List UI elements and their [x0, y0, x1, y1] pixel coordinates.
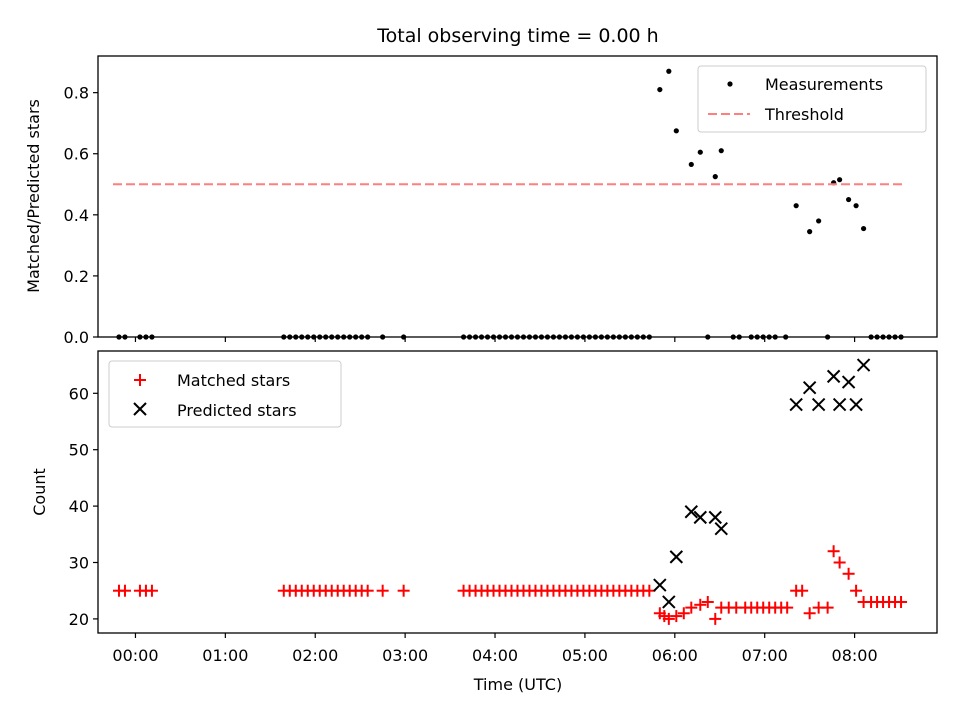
legend-predicted-label: Predicted stars	[177, 401, 297, 420]
predicted-star-point	[669, 550, 684, 564]
top-x-ticks	[134, 337, 856, 342]
measurement-point	[673, 128, 679, 134]
bottom-legend-box	[108, 360, 342, 428]
measurement-point	[688, 161, 694, 168]
chart-title: Total observing time = 0.00 h	[376, 25, 658, 47]
matched-star-point	[803, 607, 816, 620]
x-tick-label: 06:00	[652, 646, 698, 665]
top-y-tick-label: 0.6	[64, 145, 89, 164]
bottom-y-tick-label: 50	[69, 441, 89, 460]
top-marks	[112, 68, 904, 340]
bottom-x-ticks: 00:00 01:00 02:00 03:00 04:00 05:00 06:00 07:00…	[112, 633, 878, 665]
legend-measurements-label: Measurements	[765, 75, 883, 94]
top-y-tick-label: 0.4	[64, 206, 89, 225]
x-tick-label: 07:00	[742, 646, 788, 665]
top-y-axis-label: Matched/Predicted stars	[24, 99, 43, 293]
measurement-point	[853, 203, 859, 209]
matched-star-point	[850, 584, 863, 597]
matched-star-point	[895, 595, 908, 608]
matched-star-point	[833, 556, 846, 569]
matched-star-point	[701, 595, 714, 608]
top-legend-box	[697, 65, 927, 133]
predicted-star-point	[826, 369, 841, 384]
predicted-star-point	[653, 578, 667, 592]
measurement-point	[816, 218, 822, 224]
measurement-point	[657, 86, 663, 93]
matched-star-point	[842, 567, 855, 580]
legend-threshold-label: Threshold	[764, 105, 844, 124]
x-tick-label: 04:00	[472, 646, 518, 665]
predicted-star-point	[693, 510, 707, 525]
predicted-star-point	[789, 397, 803, 412]
matched-star-point	[685, 601, 698, 614]
matched-star-point	[677, 607, 690, 620]
top-y-tick-label: 0.2	[64, 267, 89, 286]
matched-star-point	[827, 545, 840, 558]
predicted-star-point	[662, 595, 676, 609]
x-axis-label: Time (UTC)	[473, 675, 562, 694]
bottom-y-tick-label: 20	[69, 610, 89, 629]
x-tick-label: 03:00	[382, 646, 428, 665]
legend-measurements-marker	[727, 81, 733, 87]
matched-star-point	[796, 584, 809, 597]
matched-star-point	[670, 610, 683, 623]
matched-star-point	[709, 612, 722, 625]
top-y-ticks: 0.0 0.2 0.4 0.6 0.8	[64, 84, 98, 347]
measurement-point	[860, 225, 867, 232]
measurement-point	[666, 68, 672, 74]
matched-star-point	[781, 601, 794, 614]
bottom-y-tick-label: 40	[69, 497, 89, 516]
bottom-panel: 20 30 40 50 60 00:00 01:00 02:00 03:00 04:00 05:0…	[30, 350, 938, 694]
bottom-axes-frame	[97, 350, 938, 634]
bottom-y-ticks: 20 30 40 50 60	[69, 384, 98, 629]
matched-star-point	[145, 584, 158, 597]
predicted-star-point	[856, 358, 871, 372]
top-y-tick-label: 0.8	[64, 84, 89, 103]
measurement-point	[712, 174, 718, 180]
top-legend: Measurements Threshold	[697, 65, 927, 133]
predicted-star-point	[841, 375, 856, 389]
matched-star-point	[643, 584, 656, 597]
legend-matched-marker	[134, 374, 146, 386]
top-panel: 0.00.20.40.60.8 Matched/Predicted stars …	[24, 55, 938, 347]
matched-star-point	[821, 601, 834, 614]
predicted-star-point	[714, 521, 728, 536]
predicted-star-point	[849, 397, 863, 412]
bottom-y-axis-label: Count	[30, 468, 49, 516]
matched-star-point	[662, 612, 675, 625]
top-axes-frame	[97, 55, 938, 338]
x-tick-label: 00:00	[112, 646, 158, 665]
legend-predicted-marker	[133, 402, 147, 416]
legend-matched-label: Matched stars	[177, 371, 290, 390]
matched-star-point	[361, 584, 374, 597]
bottom-marks	[112, 358, 908, 625]
matched-star-point	[376, 584, 389, 597]
x-tick-label: 01:00	[202, 646, 248, 665]
predicted-star-point	[708, 510, 722, 525]
x-tick-label: 02:00	[292, 646, 338, 665]
matched-star-point	[397, 584, 410, 597]
measurement-point	[793, 203, 799, 209]
matched-star-point	[118, 584, 131, 597]
bottom-legend: Matched stars Predicted stars	[108, 360, 342, 428]
predicted-star-point	[832, 397, 847, 412]
measurement-point	[837, 177, 843, 183]
bottom-y-tick-label: 30	[69, 554, 89, 573]
measurement-point	[697, 149, 703, 155]
bottom-y-tick-label: 60	[69, 384, 89, 403]
matched-star-point	[694, 598, 707, 611]
x-tick-label: 08:00	[832, 646, 878, 665]
predicted-star-point	[684, 505, 698, 519]
measurement-point	[846, 196, 852, 203]
x-tick-label: 05:00	[562, 646, 608, 665]
predicted-star-point	[811, 397, 826, 412]
top-y-tick-label: 0.0	[64, 328, 89, 347]
predicted-star-point	[802, 380, 817, 395]
measurement-point	[807, 229, 813, 235]
measurement-point	[718, 148, 724, 154]
